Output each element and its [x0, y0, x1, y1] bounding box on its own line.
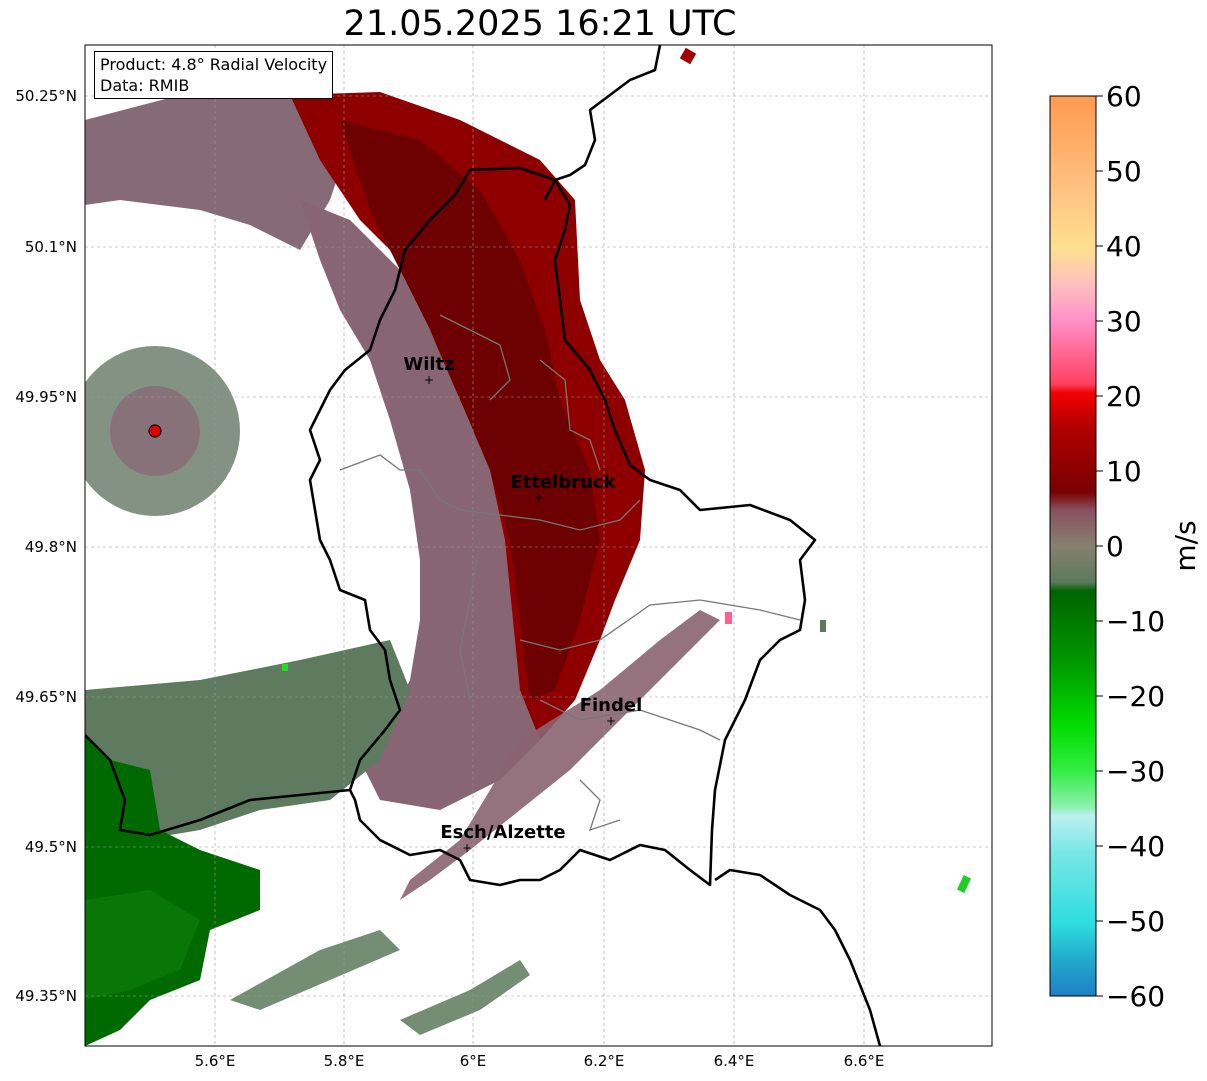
- lon-tick: 6.6°E: [844, 1052, 885, 1070]
- city-cross-icon: +: [462, 841, 472, 855]
- city-label: Wiltz: [403, 354, 454, 375]
- lat-tick: 49.35°N: [15, 987, 77, 1005]
- echo-speck: [679, 47, 697, 65]
- city-cross-icon: +: [424, 373, 434, 387]
- data-source-label: Data: RMIB: [100, 76, 190, 95]
- echo-west-band: [85, 90, 360, 250]
- city-cross-icon: +: [606, 714, 616, 728]
- germany-border: [543, 45, 882, 1046]
- lon-tick: 5.8°E: [324, 1052, 365, 1070]
- luxembourg-border: [308, 166, 817, 887]
- echo-speck: [282, 664, 288, 671]
- product-label: Product: 4.8° Radial Velocity: [100, 55, 328, 74]
- lon-tick: 6.4°E: [714, 1052, 755, 1070]
- lat-tick: 49.65°N: [15, 688, 77, 706]
- lon-tick: 6°E: [460, 1052, 487, 1070]
- city-marker-findel[interactable]: Findel +: [580, 695, 643, 728]
- lat-tick: 50.1°N: [25, 238, 77, 256]
- product-info-box: Product: 4.8° Radial Velocity Data: RMIB: [94, 51, 334, 99]
- lat-tick: 49.95°N: [15, 388, 77, 406]
- echo-inbound-lower: [85, 890, 200, 1000]
- echo-speck: [820, 620, 826, 632]
- echo-southeast-streaks: [400, 610, 720, 900]
- echo-south-streaks: [230, 930, 530, 1035]
- city-label: Ettelbruck: [510, 472, 616, 493]
- page-title: 21.05.2025 16:21 UTC: [343, 4, 737, 44]
- radar-site-marker[interactable]: [148, 424, 162, 438]
- city-label: Esch/Alzette: [440, 822, 565, 843]
- echo-speck: [956, 875, 972, 893]
- echo-transition-band: [300, 200, 540, 810]
- lat-tick: 49.8°N: [25, 538, 77, 556]
- belgium-france-border: [85, 734, 351, 837]
- city-cross-icon: +: [534, 491, 544, 505]
- district-boundaries: [339, 314, 801, 832]
- echo-outbound-core: [340, 120, 600, 700]
- city-marker-esch[interactable]: Esch/Alzette +: [440, 822, 565, 855]
- city-marker-wiltz[interactable]: Wiltz +: [403, 354, 454, 387]
- map-frame: [84, 44, 993, 1047]
- city-label: Findel: [580, 695, 643, 716]
- radar-echoes: [85, 47, 972, 1046]
- lon-tick: 5.6°E: [195, 1052, 236, 1070]
- city-markers: Wiltz + Ettelbruck + Findel + Esch/Alzet…: [403, 354, 642, 855]
- echo-south-green: [85, 640, 410, 840]
- lon-tick: 6.2°E: [584, 1052, 625, 1070]
- lat-tick: 49.5°N: [25, 838, 77, 856]
- city-marker-ettelbruck[interactable]: Ettelbruck +: [510, 472, 616, 505]
- echo-speck: [725, 612, 732, 624]
- lat-tick-labels: 50.25°N 50.1°N 49.95°N 49.8°N 49.65°N 49…: [15, 87, 77, 1005]
- lon-tick-labels: 5.6°E 5.8°E 6°E 6.2°E 6.4°E 6.6°E: [195, 1052, 885, 1070]
- lat-tick: 50.25°N: [15, 87, 77, 105]
